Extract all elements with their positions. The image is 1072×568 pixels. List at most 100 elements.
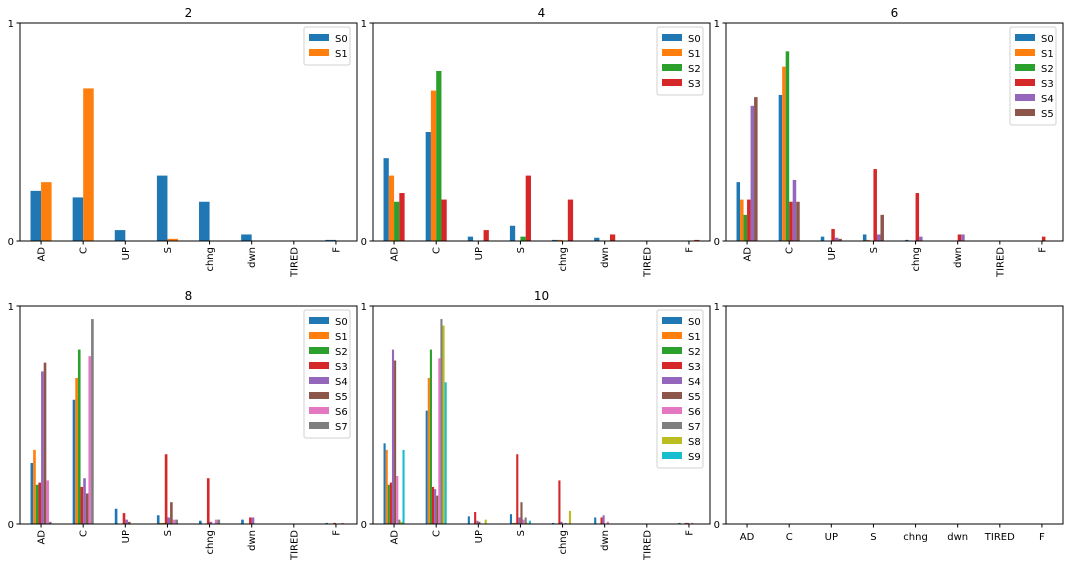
x-tick-label: TIRED	[995, 247, 1006, 278]
legend-swatch-S1	[1015, 49, 1035, 56]
axes-frame	[725, 22, 1064, 242]
bar-S2-S	[520, 236, 526, 241]
bar-S4-UP	[476, 520, 479, 524]
bar-S1-C	[427, 377, 430, 524]
subplot-title: 8	[185, 289, 193, 303]
legend-swatch-S1	[662, 49, 682, 56]
legend-label-S3: S3	[688, 362, 701, 373]
bar-S7-C	[440, 319, 443, 524]
legend-label-S6: S6	[335, 407, 348, 418]
y-tick-label: 0	[714, 237, 720, 248]
x-tick-label: TIRED	[984, 532, 1015, 543]
legend: S0 S1 S2 S3 S4 S5 S6 S7 S8 S9	[656, 309, 704, 469]
bar-S7-S	[524, 517, 527, 524]
legend-label-S1: S1	[335, 332, 348, 343]
x-tick-label: S	[163, 530, 174, 536]
bar-S1-AD	[740, 199, 744, 241]
bar-S3-AD	[399, 193, 405, 241]
y-tick-label: 1	[714, 302, 720, 313]
y-tick-label: 1	[361, 302, 367, 313]
axes-frame	[372, 305, 711, 525]
bar-S6-dwn	[606, 521, 609, 524]
bar-S0-S	[509, 514, 513, 524]
legend: S0 S1 S2 S3 S4 S5 S6 S7	[303, 309, 351, 439]
x-tick-label: F	[1039, 532, 1045, 543]
legend-label-S5: S5	[335, 392, 348, 403]
legend-label-S3: S3	[1041, 79, 1054, 90]
bar-S2-AD	[743, 214, 748, 241]
bar-S6-C	[438, 358, 441, 524]
bar-S0-chng	[199, 201, 210, 241]
bar-S1-S	[512, 522, 515, 524]
x-tick-label: UP	[121, 247, 132, 260]
legend-swatch-S4	[1015, 94, 1035, 101]
bar-S0-chng	[905, 239, 909, 241]
bar-S2-AD	[387, 484, 390, 524]
bar-S8-S	[526, 522, 529, 524]
bar-S6-S	[172, 519, 176, 524]
bar-S0-C	[72, 197, 84, 241]
bar-S6-F	[341, 522, 344, 524]
bar-S5-UP	[127, 521, 131, 524]
x-tick-label: AD	[743, 247, 754, 262]
x-tick-label: TIRED	[289, 530, 300, 561]
legend-swatch-S4	[662, 377, 682, 384]
bar-S2-S	[162, 522, 165, 524]
x-tick-label: TIRED	[642, 247, 653, 278]
subplot-title: 4	[538, 6, 546, 20]
legend-label-S9: S9	[688, 452, 701, 463]
bar-S6-AD	[46, 480, 49, 524]
legend-swatch-S6	[662, 407, 682, 414]
legend-label-S0: S0	[688, 34, 701, 45]
bar-S8-AD	[400, 521, 403, 524]
bar-S3-F	[333, 522, 336, 524]
bar-S0-C	[72, 399, 76, 524]
y-tick-label: 1	[361, 19, 367, 30]
legend-label-S7: S7	[688, 422, 701, 433]
legend-label-S2: S2	[335, 347, 348, 358]
legend-swatch-S2	[1015, 64, 1035, 71]
bar-S5-AD	[754, 97, 758, 242]
bar-S4-C	[434, 489, 437, 524]
legend-label-S0: S0	[335, 317, 348, 328]
x-tick-label: UP	[827, 247, 838, 260]
bar-S3-AD	[389, 482, 392, 524]
legend-swatch-S5	[309, 392, 329, 399]
x-tick-label: F	[331, 530, 342, 536]
legend-swatch-S2	[662, 64, 682, 71]
bar-S6-chng	[564, 522, 567, 524]
legend-label-S2: S2	[688, 64, 701, 75]
legend-box	[656, 26, 704, 96]
x-tick-label: dwn	[600, 530, 611, 551]
bar-S8-C	[442, 325, 445, 524]
x-tick-label: chng	[903, 532, 928, 543]
bar-S3-dwn	[249, 517, 252, 524]
legend-swatch-S3	[662, 362, 682, 369]
bar-S4-AD	[750, 105, 755, 241]
legend-swatch-S1	[662, 332, 682, 339]
x-tick-label: chng	[558, 247, 569, 272]
bar-S0-dwn	[594, 237, 600, 241]
bar-S5-AD	[394, 360, 397, 524]
bar-S0-S	[156, 175, 168, 241]
bar-S5-UP	[838, 238, 842, 241]
legend-label-S3: S3	[688, 79, 701, 90]
subplot-title: 2	[185, 6, 193, 20]
axes-frame	[725, 305, 1064, 525]
legend-swatch-S3	[662, 79, 682, 86]
bar-S1-C	[782, 66, 786, 241]
axes-frame	[19, 305, 358, 525]
x-tick-label: dwn	[247, 530, 258, 551]
bar-S4-F	[686, 522, 689, 524]
bar-S1-C	[430, 90, 437, 241]
bar-S9-S	[528, 520, 531, 524]
bar-S1-AD	[388, 175, 395, 241]
bar-S0-F	[678, 522, 681, 524]
bar-S7-S	[175, 519, 178, 524]
legend-swatch-S7	[309, 422, 329, 429]
bar-S9-C	[444, 382, 447, 524]
bar-S5-C	[796, 201, 800, 241]
bar-S4-chng	[209, 521, 213, 524]
